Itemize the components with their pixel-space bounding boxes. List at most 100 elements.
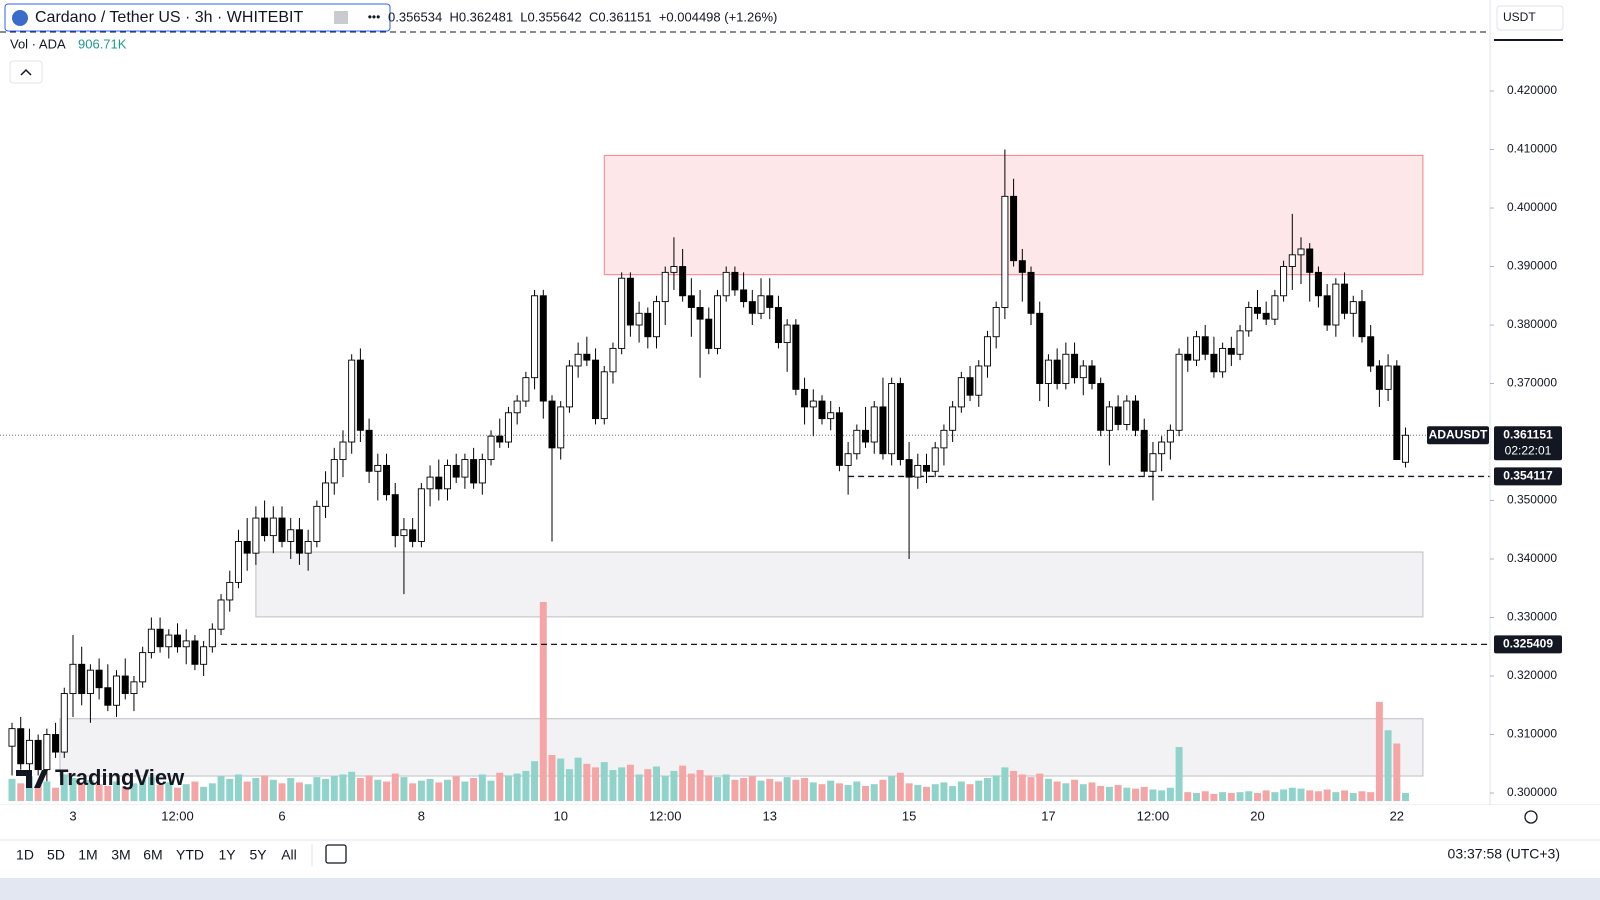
volume-bar [1358,791,1366,801]
candle-body [156,628,164,648]
clock: 03:37:58 (UTC+3) [1448,846,1560,862]
candle-body [626,277,634,326]
volume-bar [844,785,852,801]
candle-body [1236,330,1244,355]
candle-body [609,347,617,373]
volume-bar [435,782,443,801]
volume-bar [975,780,983,801]
candle-body [592,359,600,420]
candle-body [687,295,695,308]
candle-body [661,271,669,303]
candle-body [313,505,321,542]
candle-body [653,301,661,338]
more-icon[interactable]: ••• [368,10,381,24]
range-button[interactable]: 1Y [218,847,236,863]
calendar-icon[interactable] [325,844,347,864]
volume-bar [113,781,121,801]
volume-bar [531,761,539,801]
candle-body [1245,307,1253,332]
volume-bar [1236,792,1244,801]
volume-bar [60,774,68,801]
x-tick-label: 6 [278,808,285,823]
volume-bar [322,778,330,801]
candle-body [1332,283,1340,326]
volume-bar [1280,789,1288,801]
volume-bar [783,777,791,801]
range-button[interactable]: YTD [176,847,204,863]
settings-icon[interactable] [1524,810,1538,824]
candle-body [1158,441,1166,455]
candle-body [1192,336,1200,361]
candle-body [391,494,399,537]
volume-bar [1227,793,1235,801]
volume-bar [383,781,391,801]
candle-body [1314,271,1322,297]
volume-bar [356,778,364,801]
candle-body [757,295,765,314]
candle-body [304,541,312,554]
candle-body [557,406,565,449]
volume-label: Vol · ADA [10,36,66,51]
candle-body [696,307,704,320]
candle-body [1149,453,1157,472]
candle-body [1219,347,1227,373]
volume-bar [174,787,181,801]
volume-bar [95,784,103,801]
candle-body [1271,295,1279,320]
candle-body [1166,429,1174,443]
volume-bar [1166,787,1174,801]
candle-body [478,459,486,484]
volume-bar [923,786,930,801]
candle-body [966,377,974,396]
price-label: 0.361151 [1503,427,1553,441]
volume-bar [1201,791,1209,801]
range-button[interactable]: 6M [143,847,162,863]
y-tick-label: 0.380000 [1507,317,1557,331]
volume-bar [252,778,260,801]
candle-body [383,464,391,496]
volume-bar [1079,784,1087,801]
logo-text: TradingView [55,765,185,790]
candle-body [104,687,112,706]
volume-bar [348,771,356,801]
volume-bar [905,783,913,801]
currency-select[interactable] [1496,5,1564,31]
candle-body [740,289,748,303]
volume-bar [618,767,626,801]
volume-bar [835,783,843,801]
y-tick-label: 0.310000 [1507,727,1557,741]
collapse-button[interactable] [9,60,43,84]
volume-bar [487,780,495,801]
volume-bar [417,780,425,801]
candle-body [86,669,94,695]
volume-bar [1044,778,1052,801]
volume-bar [217,776,225,801]
candle-body [1097,383,1105,431]
candle-body [1297,248,1305,256]
candle-body [426,476,434,490]
volume-bar [182,784,190,801]
symbol-box[interactable] [4,3,391,32]
candle-body [1036,312,1044,384]
flag-icon[interactable] [334,11,348,24]
candle-body [1227,347,1235,355]
range-button[interactable]: 3M [111,847,130,863]
zone [59,718,1424,777]
range-button[interactable]: 5Y [249,847,267,863]
candle-body [1053,359,1061,384]
range-button[interactable]: 1D [16,847,34,863]
y-tick-label: 0.420000 [1507,83,1557,97]
volume-bar [130,783,138,801]
volume-bar [69,778,77,801]
volume-bar [644,769,652,801]
range-button[interactable]: 1M [78,847,97,863]
candle-body [870,406,878,443]
candle-body [522,377,530,402]
range-button[interactable]: 5D [47,847,65,863]
volume-bar [391,773,399,801]
range-button[interactable]: All [281,847,297,863]
candle-body [409,529,417,542]
volume-bar [888,776,896,801]
time-axis-bg [0,805,1600,878]
y-tick-label: 0.410000 [1507,142,1557,156]
